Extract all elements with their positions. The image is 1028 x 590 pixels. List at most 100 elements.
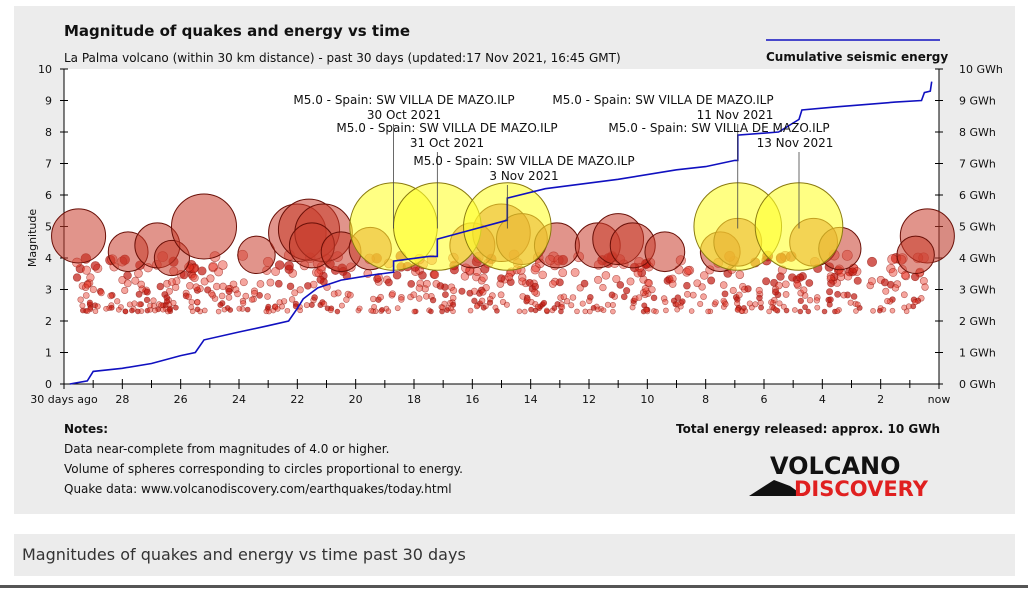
annotation-date: 13 Nov 2021 [757, 136, 834, 150]
small-quake-point [568, 302, 575, 309]
small-quake-point [734, 307, 741, 313]
note-1: Data near-complete from magnitudes of 4.… [64, 442, 389, 456]
small-quake-point [662, 298, 669, 306]
annotation-date: 11 Nov 2021 [697, 108, 774, 122]
small-quake-point [239, 278, 248, 287]
small-quake-point [288, 296, 296, 303]
small-quake-point [551, 277, 559, 286]
x-tick-label: 24 [232, 393, 246, 406]
annotation-label: M5.0 - Spain: SW VILLA DE MAZO.ILP [413, 154, 634, 168]
small-quake-point [194, 298, 201, 306]
small-quake-point [540, 299, 548, 306]
small-quake-point [308, 301, 315, 308]
small-quake-point [304, 282, 312, 290]
small-quake-point [379, 307, 385, 313]
small-quake-point [620, 293, 628, 301]
x-tick-label: 20 [349, 393, 363, 406]
y-tick-label: 5 [45, 221, 52, 234]
y-tick-label: 3 [45, 284, 52, 297]
small-quake-point [648, 286, 656, 294]
small-quake-point [449, 294, 457, 302]
small-quake-point [880, 278, 889, 287]
logo-volcano-icon [749, 480, 804, 496]
small-quake-point [792, 307, 798, 313]
small-quake-point [570, 268, 580, 277]
small-quake-point [84, 308, 91, 314]
small-quake-point [480, 304, 487, 311]
small-quake-point [734, 300, 741, 307]
small-quake-point [212, 282, 221, 291]
small-quake-point [479, 297, 486, 304]
small-quake-point [471, 297, 478, 304]
small-quake-point [683, 281, 691, 290]
small-quake-point [768, 299, 775, 306]
small-quake-point [900, 270, 910, 280]
small-quake-point [156, 282, 165, 291]
large-quake-point [896, 235, 935, 275]
small-quake-point [531, 282, 540, 291]
small-quake-point [771, 288, 779, 296]
small-quake-point [707, 308, 714, 315]
x-tick-label: 8 [702, 393, 709, 406]
small-quake-point [123, 271, 132, 280]
small-quake-point [543, 307, 550, 314]
x-tick-label: 2 [877, 393, 884, 406]
small-quake-point [580, 279, 589, 288]
small-quake-point [699, 271, 709, 280]
small-quake-point [834, 290, 842, 298]
small-quake-point [744, 285, 752, 293]
small-quake-point [135, 308, 141, 315]
y2-tick-label: 4 GWh [959, 252, 996, 265]
small-quake-point [525, 279, 534, 287]
small-quake-point [888, 268, 898, 277]
x-tick-label: 28 [115, 393, 129, 406]
small-quake-point [439, 304, 446, 311]
small-quake-point [167, 278, 176, 286]
small-quake-point [163, 279, 171, 288]
small-quake-point [256, 280, 265, 288]
annotation-label: M5.0 - Spain: SW VILLA DE MAZO.ILP [293, 93, 514, 107]
y-tick-label: 2 [45, 315, 52, 328]
x-tick-label: 18 [407, 393, 421, 406]
small-quake-point [608, 291, 616, 299]
small-quake-point [90, 261, 101, 271]
small-quake-point [644, 308, 651, 315]
small-quake-point [712, 299, 719, 306]
small-quake-point [729, 286, 737, 295]
small-quake-point [370, 295, 377, 303]
small-quake-point [123, 279, 132, 288]
small-quake-point [274, 305, 281, 312]
small-quake-point [521, 308, 528, 315]
small-quake-point [755, 286, 763, 294]
small-quake-point [854, 301, 861, 308]
small-quake-point [239, 306, 246, 312]
annotation-label: M5.0 - Spain: SW VILLA DE MAZO.ILP [336, 121, 557, 135]
small-quake-point [672, 301, 679, 308]
small-quake-point [83, 281, 92, 289]
small-quake-point [551, 305, 558, 311]
small-quake-point [450, 301, 457, 308]
small-quake-point [436, 282, 445, 290]
annotation-date: 31 Oct 2021 [410, 136, 484, 150]
small-quake-point [225, 294, 233, 301]
logo-text-volcano: VOLCANO [770, 452, 901, 480]
small-quake-point [774, 307, 781, 314]
small-quake-point [821, 308, 828, 315]
small-quake-point [286, 282, 295, 291]
small-quake-point [631, 295, 639, 302]
annotation-label: M5.0 - Spain: SW VILLA DE MAZO.ILP [608, 121, 829, 135]
small-quake-point [330, 290, 338, 298]
small-quake-point [296, 286, 304, 294]
y2-tick-label: 7 GWh [959, 158, 996, 171]
small-quake-point [328, 307, 334, 314]
small-quake-point [635, 294, 643, 301]
small-quake-point [423, 279, 431, 288]
small-quake-point [225, 287, 233, 295]
small-quake-point [86, 273, 95, 282]
small-quake-point [170, 299, 177, 307]
small-quake-point [240, 300, 247, 307]
small-quake-point [217, 260, 228, 270]
x-tick-label: now [928, 393, 951, 406]
small-quake-point [720, 297, 727, 305]
